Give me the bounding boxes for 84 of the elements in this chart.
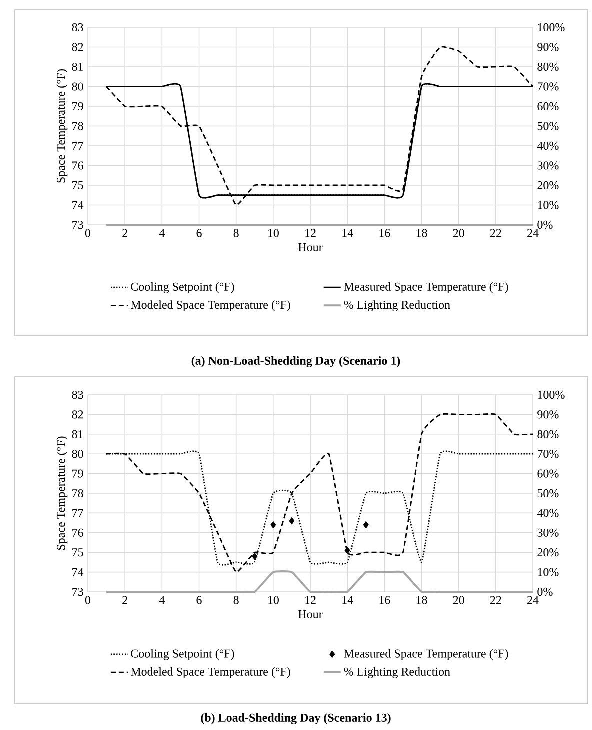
- legend-label: Measured Space Temperature (°F): [344, 282, 508, 294]
- y2-tick-label: 70%: [538, 450, 559, 458]
- y2-tick-label: 60%: [538, 102, 559, 111]
- x-tick-label: 2: [122, 229, 128, 238]
- y2-tick-label: 50%: [538, 122, 559, 130]
- legend-label: Cooling Setpoint (°F): [131, 649, 234, 660]
- legend-label: Modeled Space Temperature (°F): [130, 300, 290, 312]
- y-tick-label: 80: [72, 82, 84, 91]
- x-tick-label: 20: [453, 596, 464, 604]
- x-tick-label: 20: [453, 229, 464, 238]
- y-tick-label: 81: [72, 62, 84, 72]
- x-tick-label: 10: [268, 229, 279, 238]
- y-tick-label: 73: [72, 220, 84, 230]
- y2-tick-label: 10%: [538, 201, 559, 210]
- y-tick-label: 75: [72, 182, 84, 190]
- y-tick-label: 76: [72, 162, 84, 170]
- y2-tick-label: 10%: [538, 568, 559, 576]
- y-tick-label: 79: [72, 102, 84, 111]
- y2-tick-label: 100%: [538, 23, 565, 32]
- y2-tick-label: 40%: [537, 509, 559, 518]
- y2-tick-label: 20%: [538, 548, 559, 557]
- y-axis-title: Space Temperature (°F): [56, 436, 68, 550]
- y2-tick-label: 30%: [538, 528, 559, 537]
- x-tick-label: 4: [159, 596, 165, 604]
- y-axis-title: Space Temperature (°F): [56, 69, 68, 183]
- legend-label: Measured Space Temperature (°F): [344, 649, 508, 660]
- y2-tick-label: 60%: [538, 470, 559, 478]
- y2-tick-label: 70%: [538, 82, 559, 91]
- x-tick-label: 12: [306, 229, 316, 238]
- text: (b) Load-Shedding Day (Scenario 13): [201, 714, 391, 724]
- y-tick-label: 75: [72, 548, 84, 557]
- y-tick-label: 83: [72, 23, 84, 32]
- y2-tick-label: 0%: [538, 588, 553, 596]
- x-tick-label: 8: [234, 229, 239, 238]
- y-tick-label: 74: [72, 568, 84, 576]
- y2-tick-label: 90%: [538, 410, 559, 419]
- x-axis-title: Hour: [298, 243, 323, 252]
- legend-label: % Lighting Reduction: [344, 667, 450, 678]
- x-tick-label: 16: [380, 229, 390, 238]
- x-tick-label: 24: [528, 229, 539, 238]
- x-tick-label: 2: [122, 596, 128, 604]
- y2-tick-label: 20%: [538, 181, 559, 190]
- x-tick-label: 14: [342, 229, 354, 238]
- x-tick-label: 12: [306, 596, 316, 604]
- y-tick-label: 81: [72, 430, 84, 438]
- x-tick-label: 6: [196, 229, 202, 238]
- y2-tick-label: 80%: [538, 62, 559, 72]
- y2-tick-label: 40%: [537, 142, 559, 150]
- y-tick-label: 83: [72, 390, 84, 400]
- legend-label: Modeled Space Temperature (°F): [130, 667, 290, 678]
- x-tick-label: 24: [528, 596, 539, 604]
- y2-tick-label: 90%: [538, 43, 559, 52]
- x-tick-label: 6: [196, 596, 202, 604]
- y-tick-label: 74: [72, 201, 84, 210]
- x-tick-label: 18: [416, 229, 428, 238]
- legend-label: Cooling Setpoint (°F): [131, 282, 234, 294]
- text: (a) Non-Load-Shedding Day (Scenario 1): [192, 356, 400, 368]
- y-tick-label: 82: [72, 43, 84, 52]
- y-tick-label: 78: [72, 489, 84, 498]
- y2-tick-label: 80%: [538, 430, 559, 438]
- x-tick-label: 4: [159, 229, 165, 238]
- x-tick-label: 22: [490, 596, 502, 604]
- y-tick-label: 77: [72, 142, 84, 150]
- y2-tick-label: 0%: [538, 220, 553, 230]
- y-tick-label: 73: [72, 588, 84, 596]
- x-tick-label: 0: [85, 596, 91, 604]
- y2-tick-label: 30%: [538, 162, 559, 170]
- y-tick-label: 82: [72, 410, 84, 419]
- y2-tick-label: 100%: [538, 390, 565, 400]
- y-tick-label: 80: [72, 450, 84, 458]
- y-tick-label: 76: [72, 528, 84, 537]
- x-tick-label: 22: [490, 229, 502, 238]
- x-axis-title: Hour: [298, 610, 323, 618]
- x-tick-label: 18: [416, 596, 428, 604]
- x-tick-label: 16: [380, 596, 390, 604]
- y2-tick-label: 50%: [538, 489, 559, 498]
- legend-label: % Lighting Reduction: [344, 300, 450, 312]
- x-tick-label: 0: [85, 229, 91, 238]
- y-tick-label: 78: [72, 122, 84, 130]
- x-tick-label: 14: [342, 596, 354, 604]
- x-tick-label: 10: [268, 596, 279, 604]
- x-tick-label: 8: [234, 596, 239, 604]
- y-tick-label: 79: [72, 470, 84, 478]
- y-tick-label: 77: [72, 509, 84, 518]
